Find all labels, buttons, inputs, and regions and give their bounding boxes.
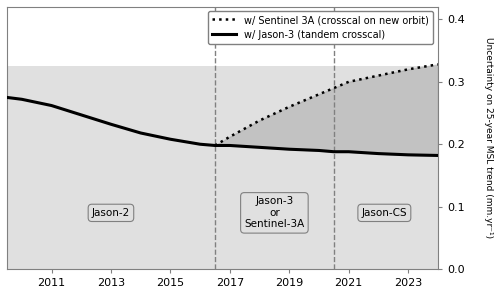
Text: Jason-2: Jason-2 — [92, 208, 130, 218]
Text: Jason-3
or
Sentinel-3A: Jason-3 or Sentinel-3A — [244, 196, 304, 230]
Bar — [7, 7, 438, 66]
Text: Jason-CS: Jason-CS — [362, 208, 407, 218]
Y-axis label: Uncertainty on 25-year MSL trend (mm.yr⁻¹): Uncertainty on 25-year MSL trend (mm.yr⁻… — [484, 37, 493, 239]
Legend: w/ Sentinel 3A (crosscal on new orbit), w/ Jason-3 (tandem crosscal): w/ Sentinel 3A (crosscal on new orbit), … — [208, 11, 433, 44]
